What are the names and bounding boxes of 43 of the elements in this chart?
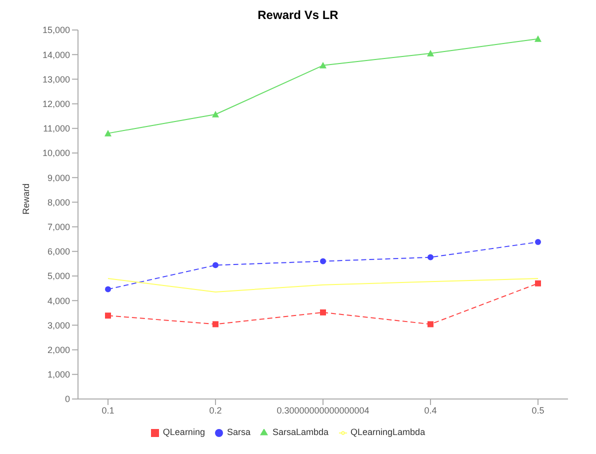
- legend-label: QLearningLambda: [350, 427, 426, 437]
- point: [320, 258, 326, 264]
- point: [428, 254, 434, 260]
- point: [105, 286, 111, 292]
- x-tick-label: 0.30000000000000004: [276, 405, 370, 416]
- y-axis-title: Reward: [21, 183, 32, 214]
- legend-label: QLearning: [162, 427, 205, 437]
- y-tick-label: 11,000: [43, 124, 70, 134]
- y-tick-label: 3,000: [47, 320, 70, 330]
- x-tick-label: 0.2: [209, 405, 222, 416]
- point: [427, 50, 434, 56]
- y-tick-label: 6,000: [47, 246, 70, 257]
- line-series: [108, 278, 538, 292]
- y-tick-label: 1,000: [47, 370, 70, 380]
- y-tick-label: 8,000: [47, 197, 70, 208]
- y-tick-label: 4,000: [47, 296, 70, 306]
- y-tick-label: 14,000: [42, 50, 70, 60]
- point: [105, 312, 111, 319]
- y-tick-label: 5,000: [47, 271, 70, 282]
- x-tick-label: 0.1: [102, 405, 114, 416]
- point: [320, 309, 326, 316]
- point: [212, 110, 219, 118]
- point: [212, 262, 218, 268]
- y-tick-label: 10,000: [42, 148, 70, 158]
- point: [535, 280, 541, 286]
- x-tick-label: 0.4: [424, 405, 437, 416]
- legend-label: SarsaLambda: [272, 427, 329, 437]
- point: [535, 239, 541, 246]
- chart-title: Reward Vs LR: [256, 8, 340, 22]
- point: [104, 130, 112, 136]
- x-tick-label: 0.5: [532, 405, 544, 416]
- y-tick-label: 12,000: [42, 98, 70, 109]
- y-tick-label: 0: [64, 394, 70, 404]
- legend-label: Sarsa: [226, 427, 250, 437]
- y-tick-label: 2,000: [47, 344, 70, 355]
- y-tick-label: 7,000: [47, 222, 70, 232]
- y-tick-label: 9,000: [47, 172, 70, 183]
- y-tick-label: 13,000: [42, 74, 70, 84]
- point: [212, 321, 218, 328]
- point: [428, 321, 434, 328]
- point: [534, 35, 542, 42]
- point: [320, 62, 326, 68]
- y-tick-label: 15,000: [42, 25, 70, 36]
